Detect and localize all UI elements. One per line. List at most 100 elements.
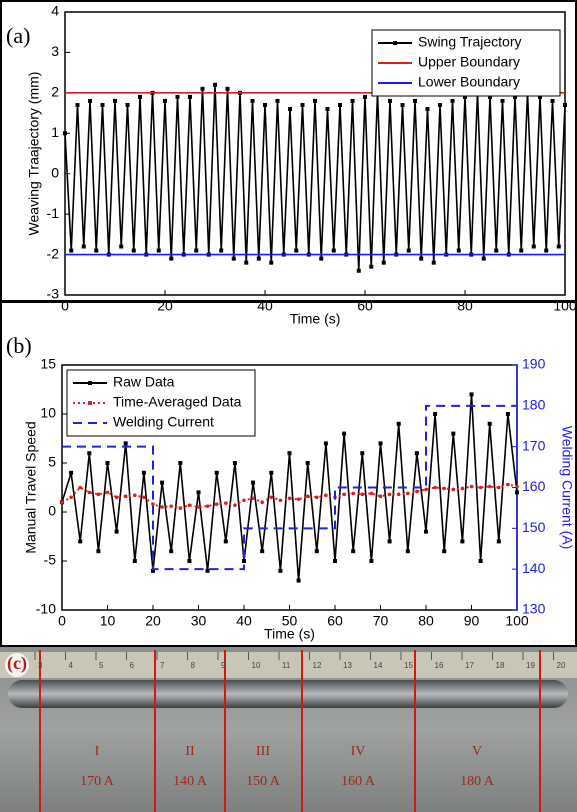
panel-label: (a) <box>6 23 30 48</box>
x-tick-label: 90 <box>464 613 480 629</box>
marker <box>163 98 167 103</box>
x-tick-label: 20 <box>145 613 161 629</box>
marker <box>515 490 519 495</box>
marker <box>413 98 417 103</box>
ruler-label: 8 <box>191 661 196 670</box>
marker <box>260 549 265 554</box>
marker <box>538 94 542 99</box>
x-tick-label: 60 <box>327 613 343 629</box>
marker <box>187 559 192 563</box>
marker <box>496 539 501 544</box>
marker <box>451 487 456 492</box>
section-name: III <box>256 744 270 759</box>
legend-label: Time-Averaged Data <box>113 394 242 410</box>
marker <box>141 470 146 475</box>
marker <box>288 107 292 112</box>
marker <box>315 495 319 500</box>
marker <box>350 98 355 103</box>
marker <box>438 102 442 107</box>
ruler-label: 15 <box>404 661 413 670</box>
marker <box>113 98 117 103</box>
marker <box>460 486 465 491</box>
marker <box>278 498 283 503</box>
marker <box>260 500 265 505</box>
marker <box>69 248 74 253</box>
marker <box>414 451 419 456</box>
marker <box>351 491 356 496</box>
marker <box>251 496 255 501</box>
marker <box>250 98 255 103</box>
marker <box>331 248 336 253</box>
plot-area <box>60 392 519 583</box>
section-current: 140 A <box>173 774 208 789</box>
marker <box>275 98 280 103</box>
section-name: IV <box>351 744 366 759</box>
marker <box>160 505 164 509</box>
marker <box>505 412 510 416</box>
marker <box>114 529 119 534</box>
marker <box>406 491 410 496</box>
plot-area <box>63 82 567 273</box>
ruler-label: 5 <box>99 661 104 670</box>
y-tick-label: -2 <box>47 245 60 261</box>
x-tick-label: 40 <box>236 613 252 629</box>
marker <box>100 102 105 107</box>
plot-frame <box>64 11 566 296</box>
marker <box>69 470 74 475</box>
marker <box>415 489 419 494</box>
marker <box>81 244 86 249</box>
marker <box>87 451 92 456</box>
marker <box>563 102 567 107</box>
marker <box>196 490 201 495</box>
y-tick-label: 15 <box>40 356 56 372</box>
y-tick-label: 0 <box>48 503 56 519</box>
x-tick-label: 0 <box>58 613 66 629</box>
x-tick-label: 50 <box>282 613 298 629</box>
marker <box>119 244 124 249</box>
ruler-label: 10 <box>252 661 261 670</box>
marker <box>305 461 310 465</box>
section-current: 180 A <box>460 774 495 789</box>
marker <box>351 549 356 554</box>
y-tick-label: -10 <box>36 601 56 617</box>
marker <box>105 461 110 465</box>
ruler-label: 20 <box>557 661 566 670</box>
x-tick-label: 100 <box>553 298 577 314</box>
marker <box>188 94 192 99</box>
marker <box>478 559 483 563</box>
marker <box>369 559 374 563</box>
marker <box>451 431 456 436</box>
x-tick-label: 40 <box>257 298 273 314</box>
marker <box>424 529 428 534</box>
y-tick-label: -1 <box>47 205 60 221</box>
marker <box>178 461 183 465</box>
marker <box>431 260 436 265</box>
marker <box>500 98 505 103</box>
y2-tick-label: 180 <box>522 397 546 413</box>
marker <box>369 491 374 496</box>
marker <box>442 486 447 491</box>
marker <box>406 248 411 253</box>
ruler-label: 12 <box>313 661 322 670</box>
marker <box>360 492 365 497</box>
legend-label: Welding Current <box>113 414 214 430</box>
marker <box>214 470 219 475</box>
marker <box>187 503 192 507</box>
ruler-label: 17 <box>465 661 474 670</box>
marker <box>515 484 519 489</box>
marker <box>196 505 201 509</box>
marker <box>123 494 128 499</box>
y2-tick-label: 160 <box>522 478 546 494</box>
marker <box>433 485 437 490</box>
marker <box>87 490 92 495</box>
ruler-label: 9 <box>221 661 226 670</box>
marker <box>294 248 299 253</box>
x-tick-label: 20 <box>157 298 173 314</box>
y2-axis-label: Welding Current (A) <box>559 426 575 549</box>
marker <box>342 492 346 497</box>
marker <box>223 539 228 544</box>
section-name: II <box>185 744 195 759</box>
marker <box>214 502 219 506</box>
marker <box>296 497 301 502</box>
